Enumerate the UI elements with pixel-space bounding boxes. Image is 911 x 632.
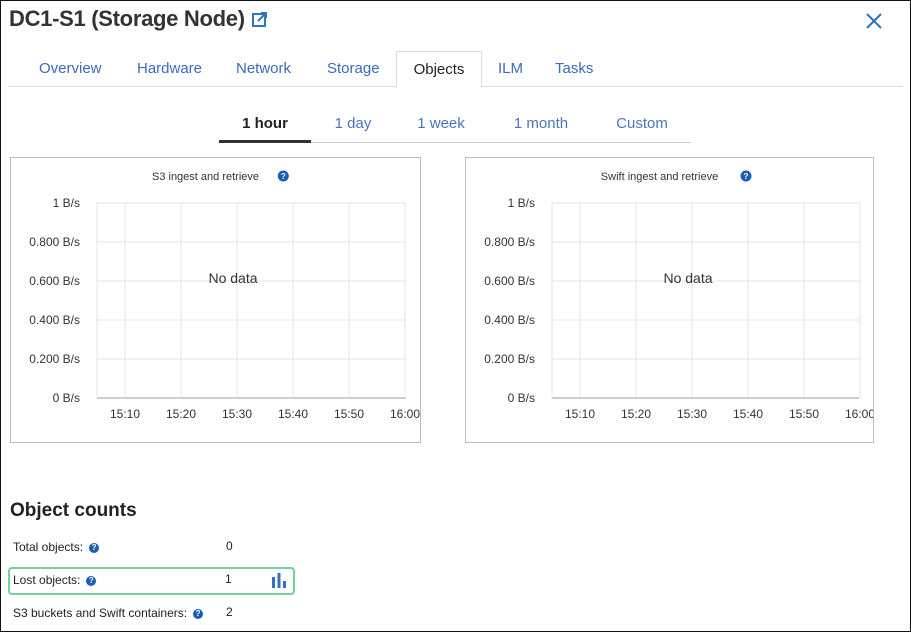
x-tick-label: 15:30: [222, 407, 252, 421]
tab-network[interactable]: Network: [236, 60, 292, 77]
y-tick-label: 0 B/s: [53, 391, 80, 405]
x-tick-label: 15:50: [334, 407, 364, 421]
range-1-day[interactable]: 1 day: [334, 115, 372, 132]
y-tick-label: 0.600 B/s: [29, 274, 80, 288]
tab-objects[interactable]: Objects: [396, 51, 482, 88]
help-icon: [740, 170, 752, 182]
buckets-containers-label: S3 buckets and Swift containers:: [13, 606, 188, 620]
help-icon: [277, 170, 289, 182]
help-icon-glyph: ?: [281, 172, 286, 181]
x-tick-label: 15:10: [110, 407, 140, 421]
y-tick-label: 0.800 B/s: [29, 235, 80, 249]
x-tick-label: 16:00: [845, 407, 873, 421]
no-data-message: No data: [663, 270, 712, 286]
object-counts-heading: Object counts: [10, 500, 137, 521]
help-icon-glyph: ?: [744, 172, 749, 181]
external-link-icon[interactable]: [251, 11, 268, 28]
s3-ingest-chart: S3 ingest and retrieve? 1 B/s 0.800 B/s 0.6…: [10, 157, 421, 443]
tab-tasks[interactable]: Tasks: [555, 60, 594, 77]
buckets-containers-row: S3 buckets and Swift containers:? 2: [8, 601, 291, 625]
x-tick-label: 15:20: [166, 407, 196, 421]
x-tick-label: 15:30: [677, 407, 707, 421]
y-tick-label: 0.200 B/s: [484, 352, 535, 366]
y-tick-label: 0.600 B/s: [484, 274, 535, 288]
swift-ingest-chart: Swift ingest and retrieve? 1 B/s 0.800 B/s…: [465, 157, 875, 443]
chart-title: Swift ingest and retrieve: [601, 171, 718, 183]
total-objects-value: 0: [226, 539, 233, 553]
time-range-selector: 1 hour 1 day 1 week 1 month Custom: [219, 110, 691, 143]
help-icon[interactable]: ?: [89, 542, 100, 553]
close-icon[interactable]: [864, 11, 884, 31]
no-data-message: No data: [208, 270, 257, 286]
buckets-containers-value: 2: [226, 605, 233, 619]
page-title: DC1-S1 (Storage Node): [9, 6, 245, 31]
range-1-week[interactable]: 1 week: [417, 115, 465, 132]
y-tick-label: 1 B/s: [53, 196, 80, 210]
y-tick-label: 0.200 B/s: [29, 352, 80, 366]
y-tick-label: 0 B/s: [508, 391, 535, 405]
tab-overview[interactable]: Overview: [39, 60, 102, 77]
x-tick-label: 15:10: [565, 407, 595, 421]
tab-bar: Overview Hardware Network Storage Object…: [8, 51, 903, 88]
bar-chart-icon[interactable]: [271, 573, 287, 588]
lost-objects-value: 1: [225, 572, 232, 586]
x-tick-label: 15:40: [278, 407, 308, 421]
range-1-hour[interactable]: 1 hour: [219, 110, 311, 143]
y-tick-label: 0.800 B/s: [484, 235, 535, 249]
y-tick-label: 0.400 B/s: [29, 313, 80, 327]
y-tick-label: 1 B/s: [508, 196, 535, 210]
x-tick-label: 15:40: [733, 407, 763, 421]
x-tick-label: 15:20: [621, 407, 651, 421]
range-1-month[interactable]: 1 month: [513, 115, 569, 132]
total-objects-row: Total objects:? 0: [8, 535, 291, 559]
x-tick-label: 16:00: [390, 407, 420, 421]
x-tick-label: 15:50: [789, 407, 819, 421]
range-custom[interactable]: Custom: [616, 115, 668, 132]
help-icon[interactable]: ?: [86, 575, 97, 586]
total-objects-label: Total objects:: [13, 540, 84, 554]
tab-storage[interactable]: Storage: [327, 60, 380, 77]
tab-hardware[interactable]: Hardware: [137, 60, 203, 77]
lost-objects-row: Lost objects:? 1: [8, 567, 295, 595]
chart-title: S3 ingest and retrieve: [152, 171, 259, 183]
y-tick-label: 0.400 B/s: [484, 313, 535, 327]
help-icon[interactable]: ?: [193, 608, 204, 619]
tab-ilm[interactable]: ILM: [498, 60, 524, 77]
lost-objects-label: Lost objects:: [13, 573, 81, 587]
